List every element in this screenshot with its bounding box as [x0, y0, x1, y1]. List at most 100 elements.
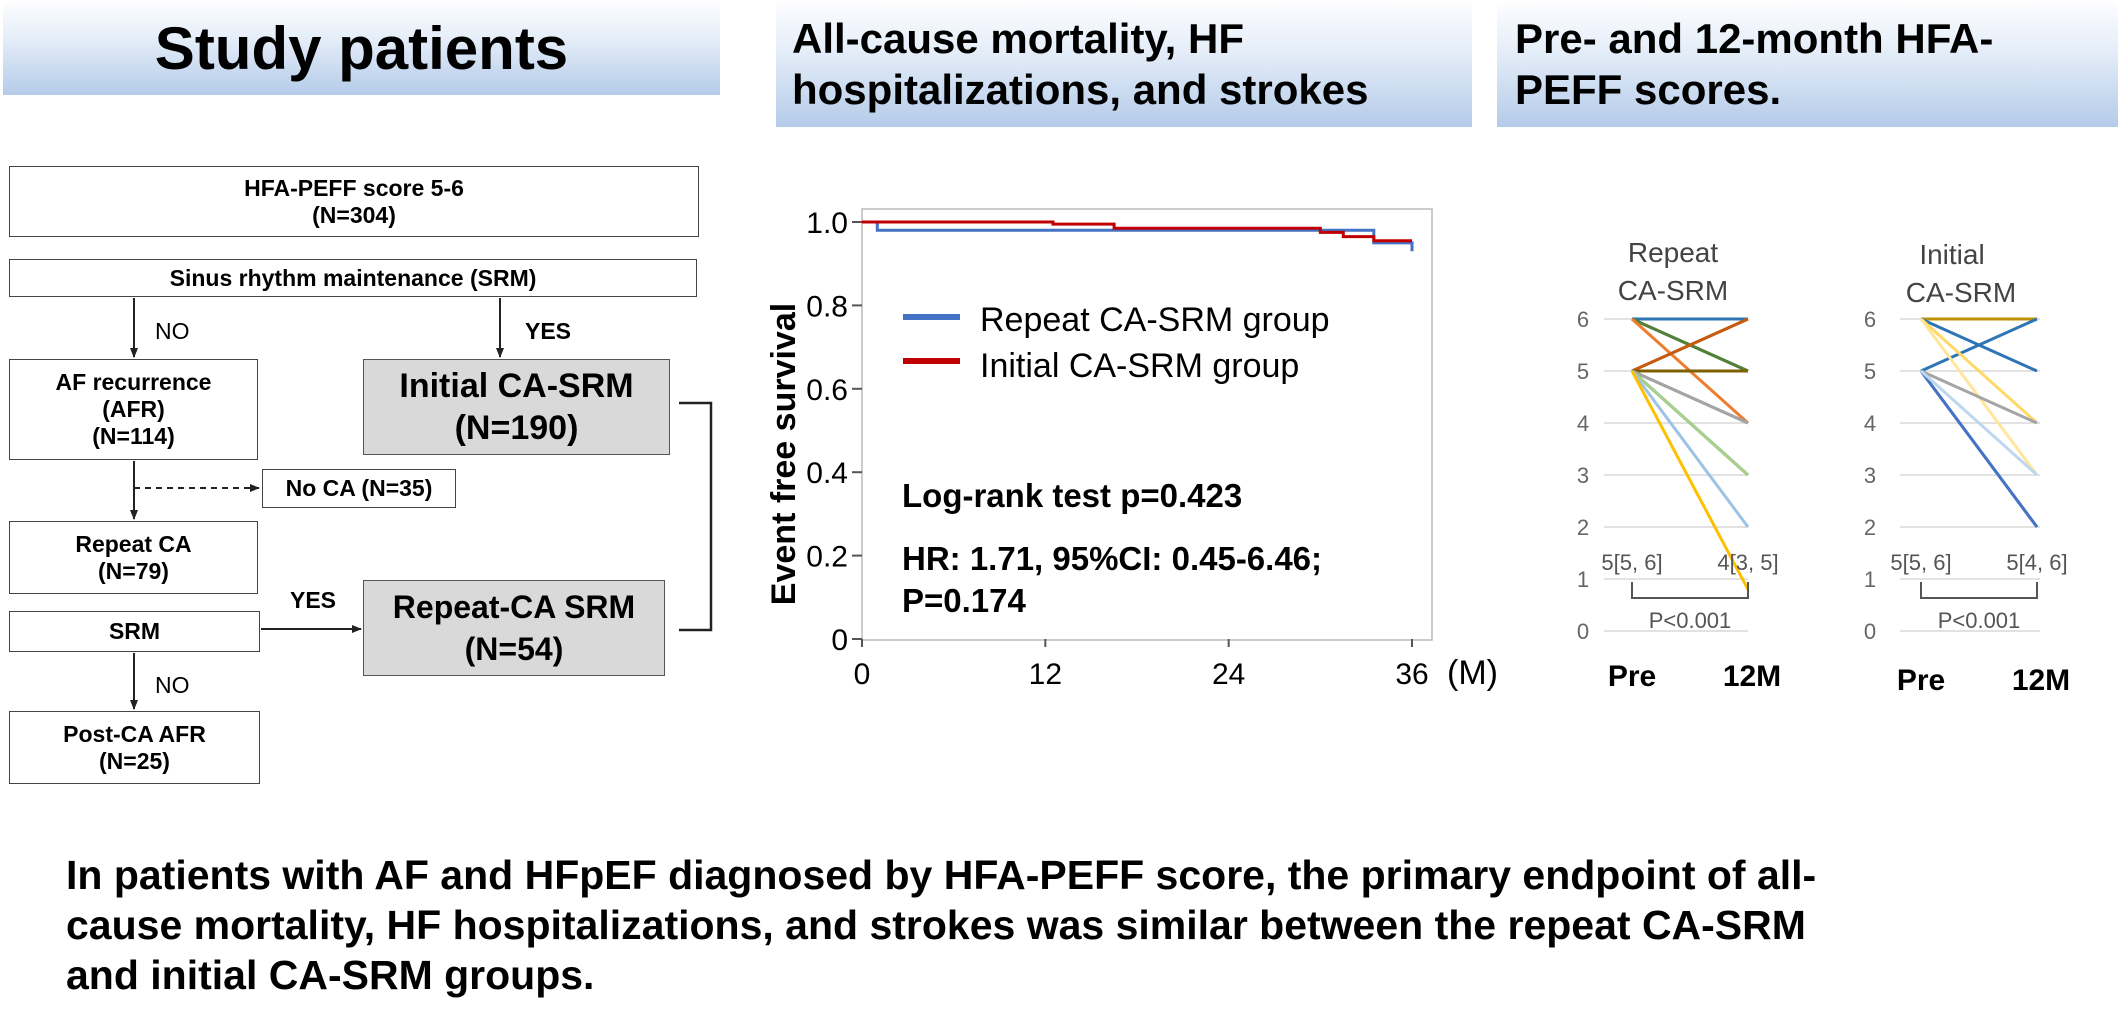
km-hr-text-line2: P=0.174: [902, 582, 1027, 619]
flow-box-post-ca-afr: Post-CA AFR (N=25): [9, 711, 260, 784]
initial-panel-title-line2: CA-SRM: [1906, 277, 2016, 308]
repeat-ytick-label: 1: [1577, 567, 1589, 592]
km-ytick-label: 0.2: [806, 541, 848, 574]
scores-title-line2: PEFF scores.: [1515, 66, 1782, 113]
initial-patient-line: [1919, 369, 2039, 477]
km-xtick-label: 0: [854, 658, 871, 691]
flow-post-line2: (N=25): [99, 747, 170, 774]
flow-srm-top-label: Sinus rhythm maintenance (SRM): [169, 264, 537, 291]
flow-box-repeat-ca-srm: Repeat-CA SRM (N=54): [363, 580, 665, 676]
initial-ytick-label: 4: [1864, 411, 1876, 436]
flow-box-srm-top: Sinus rhythm maintenance (SRM): [9, 259, 697, 297]
initial-ytick-label: 3: [1864, 463, 1876, 488]
repeat-patient-line: [1631, 369, 1749, 425]
flow-srm-label: SRM: [108, 618, 161, 644]
flow-yes-label-1: YES: [525, 318, 572, 344]
repeat-category-12m: 12M: [1723, 660, 1781, 693]
repeat-patient-line: [1631, 317, 1749, 373]
flow-initial-line2: (N=190): [454, 409, 579, 447]
km-hr-text-line1: HR: 1.71, 95%CI: 0.45-6.46;: [902, 540, 1322, 577]
km-ylabel: Event free survival: [765, 303, 803, 605]
km-xtick-label: 24: [1212, 658, 1245, 691]
flow-afr-line2: (AFR): [102, 396, 165, 422]
initial-patient-line: [1920, 369, 2038, 425]
initial-patient-line: [1919, 370, 2039, 528]
conclusion-text: In patients with AF and HFpEF diagnosed …: [66, 850, 2066, 1000]
study-patients-header: Study patients: [3, 3, 720, 95]
outcomes-title-line2: hospitalizations, and strokes: [792, 66, 1369, 113]
km-series-initial: [862, 220, 1412, 243]
initial-category-pre: Pre: [1897, 664, 1945, 697]
flow-no-label-2: NO: [155, 672, 190, 698]
flow-box-no-ca: No CA (N=35): [262, 469, 456, 508]
repeat-ytick-label: 5: [1577, 359, 1589, 384]
km-plot-frame: [861, 208, 1433, 641]
repeat-12m-median: 4[3, 5]: [1717, 550, 1778, 575]
flow-repeat-ca-line1: Repeat CA: [75, 530, 192, 557]
initial-ytick-label: 5: [1864, 359, 1876, 384]
repeat-ytick-label: 2: [1577, 515, 1589, 540]
km-xunit: (M): [1447, 654, 1498, 692]
km-xtick-label: 36: [1395, 658, 1428, 691]
repeat-panel-title-line2: CA-SRM: [1618, 275, 1728, 306]
repeat-ytick-label: 6: [1577, 307, 1589, 332]
initial-pre-median: 5[5, 6]: [1890, 550, 1951, 575]
repeat-patient-line: [1630, 369, 1750, 477]
initial-p-value: P<0.001: [1938, 608, 2021, 633]
initial-ytick-label: 0: [1864, 619, 1876, 644]
repeat-p-value: P<0.001: [1649, 608, 1732, 633]
flow-hfa-peff-line1: HFA-PEFF score 5-6: [244, 174, 464, 201]
initial-patient-line: [1919, 317, 2039, 425]
outcomes-title-line1: All-cause mortality, HF: [792, 15, 1244, 62]
initial-ytick-label: 6: [1864, 307, 1876, 332]
repeat-panel-title-line1: Repeat: [1628, 237, 1719, 268]
repeat-ytick-label: 4: [1577, 411, 1589, 436]
repeat-score-panel: Repeat CA-SRM 0 1 2 3 4 5 6 5[5, 6] 4[3, 5] P<…: [1577, 237, 1781, 693]
initial-score-panel: Initial CA-SRM 0 1 2 3 4 5 6 5[5, 6] 5[4, 6] P…: [1864, 239, 2070, 697]
flow-box-hfa-peff: HFA-PEFF score 5-6 (N=304): [9, 166, 699, 237]
km-ytick-label: 1.0: [806, 207, 848, 240]
flow-yes-label-2: YES: [290, 587, 337, 613]
scores-title-line1: Pre- and 12-month HFA-: [1515, 15, 1994, 62]
repeat-pre-median: 5[5, 6]: [1601, 550, 1662, 575]
conclusion-line2: cause mortality, HF hospitalizations, an…: [66, 902, 1806, 948]
km-xtick-label: 12: [1029, 658, 1062, 691]
flow-initial-line1: Initial CA-SRM: [399, 367, 634, 405]
flow-repeat-srm-line1: Repeat-CA SRM: [392, 589, 636, 625]
km-legend-label-repeat: Repeat CA-SRM group: [980, 301, 1330, 339]
flow-repeat-srm-line2: (N=54): [464, 631, 564, 667]
flow-no-label-1: NO: [155, 318, 190, 344]
repeat-patient-line: [1630, 370, 1750, 591]
study-patients-title: Study patients: [154, 15, 569, 82]
outcomes-header: All-cause mortality, HF hospitalizations…: [776, 3, 1472, 127]
flow-afr-line1: AF recurrence: [55, 369, 212, 395]
flow-box-repeat-ca: Repeat CA (N=79): [9, 521, 258, 594]
initial-panel-title-line1: Initial: [1919, 239, 1984, 270]
conclusion-line1: In patients with AF and HFpEF diagnosed …: [66, 852, 1817, 898]
flow-box-initial-ca-srm: Initial CA-SRM (N=190): [363, 359, 670, 455]
flow-repeat-ca-line2: (N=79): [98, 557, 169, 584]
km-ytick-label: 0.6: [806, 374, 848, 407]
conclusion-line3: and initial CA-SRM groups.: [66, 952, 595, 998]
repeat-bracket: [1631, 582, 1749, 599]
flow-afr-line3: (N=114): [92, 423, 175, 449]
flow-hfa-peff-line2: (N=304): [312, 201, 396, 228]
km-ytick-label: 0.8: [806, 290, 848, 323]
flow-post-line1: Post-CA AFR: [63, 720, 206, 747]
km-ytick-label: 0: [831, 624, 848, 657]
flow-no-ca-label: No CA (N=35): [285, 475, 433, 501]
km-legend-label-initial: Initial CA-SRM group: [980, 347, 1299, 385]
initial-patient-line: [1920, 317, 2038, 373]
initial-ytick-label: 1: [1864, 567, 1876, 592]
repeat-ytick-label: 3: [1577, 463, 1589, 488]
initial-ytick-label: 2: [1864, 515, 1876, 540]
km-logrank-text: Log-rank test p=0.423: [902, 477, 1242, 514]
flow-box-afr: AF recurrence (AFR) (N=114): [9, 359, 258, 460]
repeat-category-pre: Pre: [1608, 660, 1656, 693]
scores-header: Pre- and 12-month HFA- PEFF scores.: [1497, 3, 2118, 127]
initial-12m-median: 5[4, 6]: [2006, 550, 2067, 575]
flow-box-srm: SRM: [9, 611, 260, 652]
